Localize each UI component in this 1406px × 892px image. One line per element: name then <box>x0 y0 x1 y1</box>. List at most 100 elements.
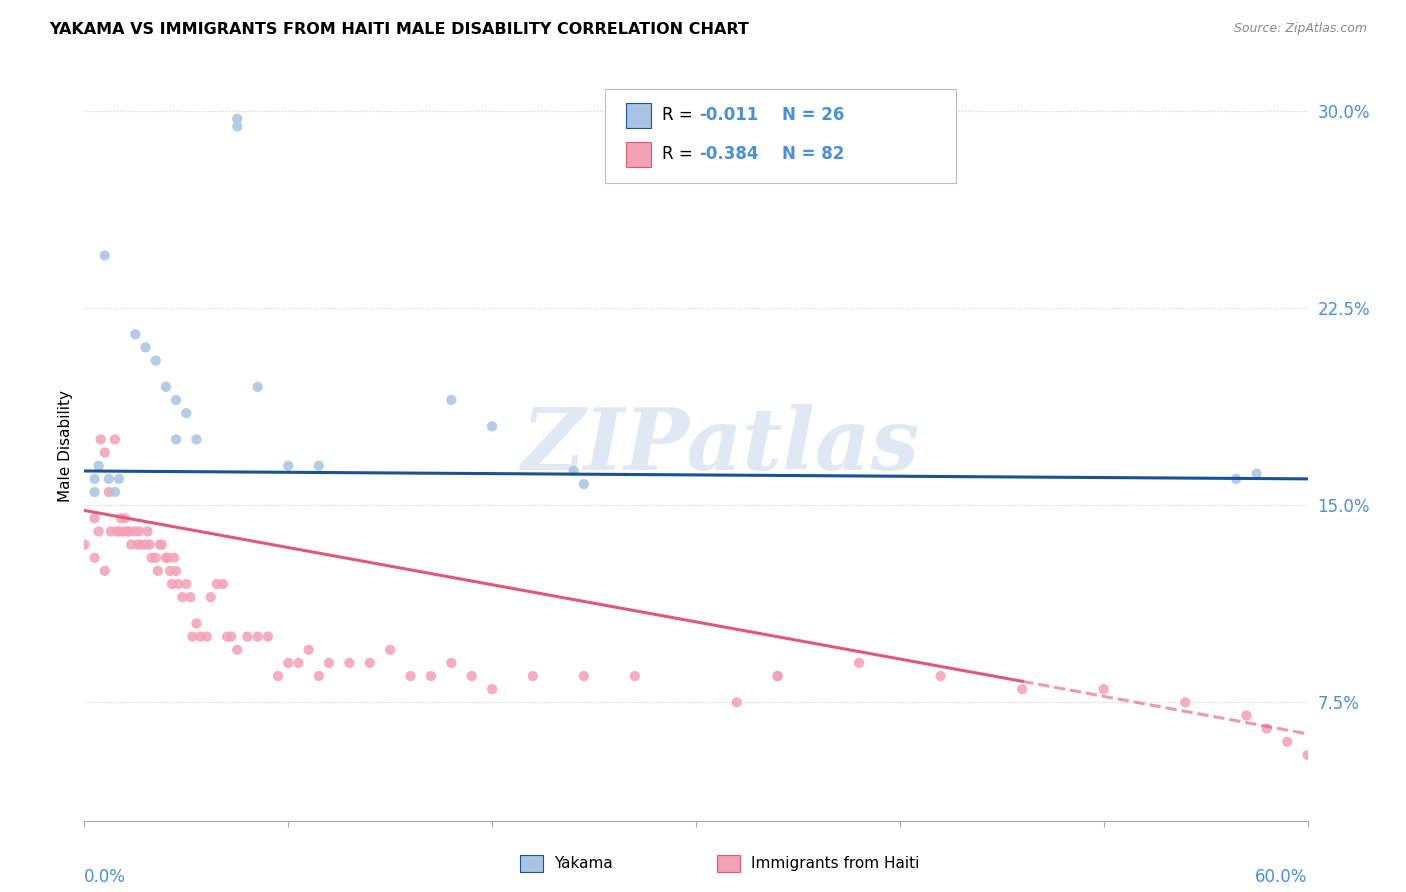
Text: -0.384: -0.384 <box>699 145 758 163</box>
Point <box>112 524 135 539</box>
Text: 0.0%: 0.0% <box>84 868 127 886</box>
Point <box>848 656 870 670</box>
Point <box>141 550 163 565</box>
Point <box>186 616 208 631</box>
Text: Yakama: Yakama <box>554 856 613 871</box>
Point <box>104 485 127 500</box>
Point <box>481 682 503 697</box>
Point <box>267 669 290 683</box>
Point <box>108 472 131 486</box>
Point <box>124 327 146 342</box>
Point <box>236 630 259 644</box>
Point <box>135 340 157 354</box>
Point <box>90 433 112 447</box>
Point <box>212 577 235 591</box>
Point <box>339 656 361 670</box>
Point <box>108 524 131 539</box>
Point <box>624 669 647 683</box>
Point <box>1011 682 1033 697</box>
Point <box>522 669 544 683</box>
Point <box>440 392 463 407</box>
Text: N = 26: N = 26 <box>782 106 844 124</box>
Point <box>181 630 204 644</box>
Point <box>127 538 149 552</box>
Point <box>87 458 110 473</box>
Point <box>205 577 228 591</box>
Point <box>226 120 249 134</box>
Text: 60.0%: 60.0% <box>1256 868 1308 886</box>
Point <box>246 630 269 644</box>
Point <box>1277 735 1299 749</box>
Point <box>165 392 187 407</box>
Text: R =: R = <box>662 106 699 124</box>
Text: ZIPatlas: ZIPatlas <box>522 404 920 488</box>
Point <box>572 669 595 683</box>
Point <box>1236 708 1258 723</box>
Point <box>73 538 96 552</box>
Point <box>287 656 309 670</box>
Point <box>136 524 159 539</box>
Point <box>461 669 484 683</box>
Point <box>110 511 132 525</box>
Point <box>115 524 138 539</box>
Point <box>145 353 167 368</box>
Point <box>929 669 952 683</box>
Point <box>298 642 321 657</box>
Point <box>308 669 330 683</box>
Point <box>226 642 249 657</box>
Point <box>104 433 127 447</box>
Point <box>118 524 141 539</box>
Point <box>156 550 179 565</box>
Text: Immigrants from Haiti: Immigrants from Haiti <box>751 856 920 871</box>
Point <box>135 538 157 552</box>
Point <box>131 538 153 552</box>
Point <box>359 656 381 670</box>
Point <box>124 524 146 539</box>
Point <box>1296 747 1319 762</box>
Point <box>257 630 280 644</box>
Point <box>380 642 402 657</box>
Point <box>97 472 120 486</box>
Point <box>179 590 201 604</box>
Point <box>93 445 115 459</box>
Text: N = 82: N = 82 <box>782 145 844 163</box>
Point <box>150 538 173 552</box>
Point <box>420 669 443 683</box>
Point <box>93 248 115 262</box>
Point <box>481 419 503 434</box>
Point <box>766 669 789 683</box>
Point <box>766 669 789 683</box>
Point <box>174 577 197 591</box>
Point <box>87 524 110 539</box>
Text: YAKAMA VS IMMIGRANTS FROM HAITI MALE DISABILITY CORRELATION CHART: YAKAMA VS IMMIGRANTS FROM HAITI MALE DIS… <box>49 22 749 37</box>
Point <box>114 511 136 525</box>
Point <box>1092 682 1115 697</box>
Point <box>83 511 105 525</box>
Point <box>186 433 208 447</box>
Point <box>725 695 748 709</box>
Point <box>97 485 120 500</box>
Point <box>440 656 463 670</box>
Point <box>165 564 187 578</box>
Point <box>195 630 218 644</box>
Point <box>1256 722 1278 736</box>
Point <box>145 550 167 565</box>
Point <box>1174 695 1197 709</box>
Point <box>1246 467 1268 481</box>
Point <box>318 656 340 670</box>
Point <box>219 630 242 644</box>
Point <box>93 564 115 578</box>
Point <box>83 550 105 565</box>
Text: R =: R = <box>662 145 699 163</box>
Point <box>100 524 122 539</box>
Y-axis label: Male Disability: Male Disability <box>58 390 73 502</box>
Point <box>159 564 181 578</box>
Point <box>246 380 269 394</box>
Point <box>399 669 422 683</box>
Point <box>226 112 249 126</box>
Point <box>1225 472 1247 486</box>
Point <box>167 577 190 591</box>
Point <box>105 524 128 539</box>
Point <box>308 458 330 473</box>
Point <box>562 464 585 478</box>
